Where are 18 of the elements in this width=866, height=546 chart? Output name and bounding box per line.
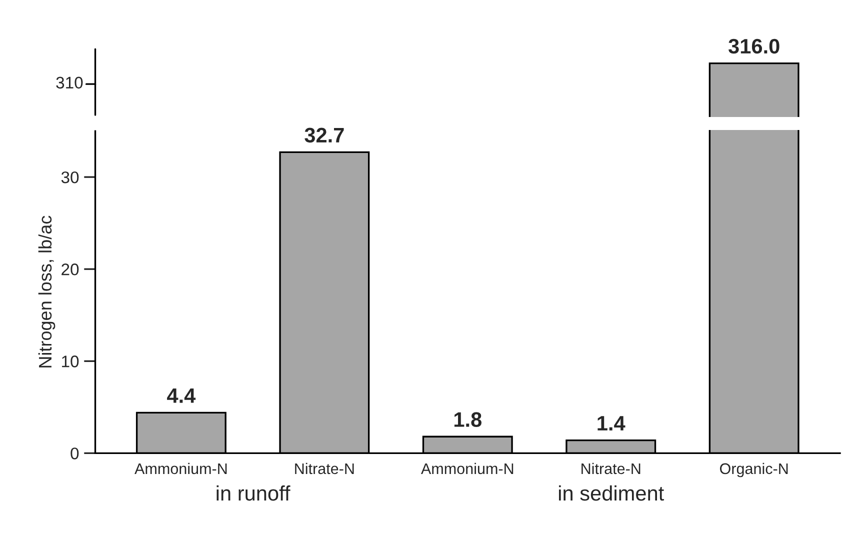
x-tick-label: Organic-N [720,462,788,478]
data-label: 316.0 [728,38,780,54]
data-label: 4.4 [167,388,196,403]
x-tick-label: Nitrate-N [582,462,640,474]
text: in runoff [216,485,290,501]
y-tick-label: 10 [62,356,79,368]
data-label: 1.8 [454,412,482,427]
text: 310 [56,76,83,89]
text: in sediment [558,485,664,501]
y-tick-label: 30 [61,171,79,184]
y-axis-title: Nitrogen loss, lb/ac [38,216,56,368]
y-tick-label: 0 [70,448,79,460]
data-label: 1.4 [598,416,626,430]
data-label: 32.7 [304,128,344,143]
y-tick-label: 20 [62,264,79,276]
x-tick-label: Ammonium-N [420,462,514,474]
x-tick-label: Ammonium-N [134,462,227,474]
x-tick-label: Nitrate-N [295,462,354,474]
